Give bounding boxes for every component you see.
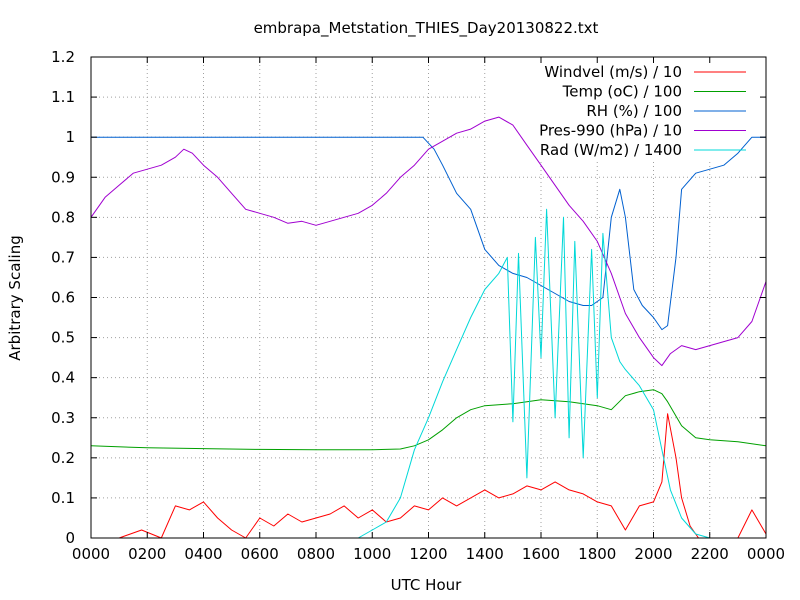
- y-tick-label: 1.2: [51, 48, 75, 66]
- legend-label: Rad (W/m2) / 1400: [540, 141, 682, 159]
- series-line-4: [91, 208, 766, 539]
- x-tick-labels: 0000 0200 0400 0600 0800 1000 1200 1400 1600 1800…: [72, 545, 785, 563]
- y-tick-label: 0: [65, 529, 75, 547]
- x-tick-label: 1000: [353, 545, 391, 563]
- y-axis-title: Arbitrary Scaling: [6, 235, 24, 361]
- y-tick-label: 0.1: [51, 489, 75, 507]
- legend-label: RH (%) / 100: [586, 102, 682, 120]
- y-tick-label: 0.4: [51, 369, 75, 387]
- y-tick-label: 0.7: [51, 248, 75, 266]
- y-tick-label: 0.6: [51, 289, 75, 307]
- y-tick-label: 0.2: [51, 449, 75, 467]
- y-tick-label: 0.8: [51, 208, 75, 226]
- x-tick-label: 1800: [578, 545, 616, 563]
- y-tick-label: 1: [65, 128, 75, 146]
- y-tick-label: 0.9: [51, 168, 75, 186]
- legend-label: Pres-990 (hPa) / 10: [539, 122, 682, 140]
- plot-series: [90, 116, 767, 539]
- x-tick-label: 1200: [409, 545, 447, 563]
- y-tick-label: 0.3: [51, 409, 75, 427]
- x-tick-label: 0000: [747, 545, 785, 563]
- x-tick-label: 2000: [634, 545, 672, 563]
- series-line-1: [90, 389, 767, 451]
- x-tick-label: 2200: [691, 545, 729, 563]
- x-axis-title: UTC Hour: [391, 576, 462, 594]
- legend-label: Temp (oC) / 100: [562, 83, 682, 101]
- x-tick-label: 0000: [72, 545, 110, 563]
- x-tick-label: 1400: [466, 545, 504, 563]
- x-tick-label: 0800: [297, 545, 335, 563]
- chart-title: embrapa_Metstation_THIES_Day20130822.txt: [254, 19, 599, 38]
- series-line-3: [90, 116, 767, 367]
- y-tick-labels: 0 0.1 0.2 0.3 0.4 0.5 0.6 0.7 0.8 0.9 1 1.1 1.2: [51, 48, 75, 547]
- x-tick-label: 0600: [241, 545, 279, 563]
- axis-ticks: [90, 56, 767, 539]
- series-line-0: [91, 413, 767, 539]
- x-tick-label: 1600: [522, 545, 560, 563]
- x-tick-label: 0200: [128, 545, 166, 563]
- y-tick-label: 0.5: [51, 329, 75, 347]
- x-tick-label: 0400: [184, 545, 222, 563]
- series-line-2: [91, 136, 766, 331]
- y-tick-label: 1.1: [51, 88, 75, 106]
- legend-label: Windvel (m/s) / 10: [544, 63, 682, 81]
